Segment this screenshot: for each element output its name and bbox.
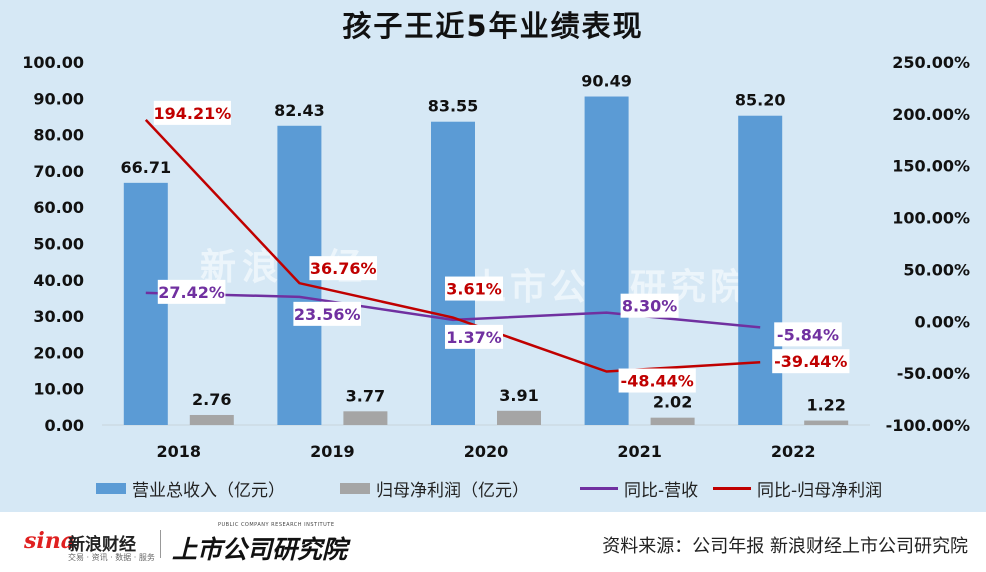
revenue-bar-label: 82.43 [274, 101, 325, 120]
profit-bar-label: 3.91 [499, 386, 538, 405]
legend-item-profit: 归母净利润（亿元） [340, 475, 529, 501]
profit-yoy-label-box [772, 349, 850, 374]
y-right-tick-label: 250.00% [892, 53, 970, 72]
profit-yoy-label: -48.44% [621, 372, 694, 391]
revenue-yoy-label: 23.56% [294, 305, 361, 324]
revenue-bar-label: 66.71 [120, 158, 171, 177]
revenue-yoy-label-box [157, 279, 226, 304]
profit-bar-label: 1.22 [806, 396, 845, 415]
profit-bar [650, 417, 695, 425]
logo-divider [160, 530, 161, 558]
profit-yoy-label: 194.21% [154, 104, 232, 123]
y-right-tick-label: -50.00% [897, 364, 970, 383]
chart-title-bar: 孩子王近5年业绩表现 [0, 0, 986, 48]
footer-bar: sina 新浪财经 交易 · 资讯 · 数据 · 服务 PUBLIC COMPA… [0, 512, 986, 572]
y-right-tick-label: 0.00% [914, 312, 970, 331]
revenue-yoy-label: 8.30% [622, 297, 678, 316]
legend-label-revenue: 营业总收入（亿元） [132, 480, 285, 501]
profit-bar [343, 411, 388, 425]
legend-item-revenue: 营业总收入（亿元） [96, 475, 285, 501]
x-tick-label: 2022 [771, 442, 816, 461]
legend-swatch-profit-yoy [713, 486, 751, 490]
chart-title: 孩子王近5年业绩表现 [342, 9, 644, 43]
y-left-tick-label: 0.00 [45, 416, 84, 435]
y-right-tick-label: 200.00% [892, 105, 970, 124]
y-left-tick-label: 50.00 [33, 235, 84, 254]
y-right-tick-label: 50.00% [903, 260, 970, 279]
sina-logo-mark: sina [24, 528, 75, 554]
source-note: 资料来源：公司年报 新浪财经上市公司研究院 [602, 536, 968, 557]
sina-logo-text: 新浪财经 [68, 535, 136, 555]
y-left-tick-label: 90.00 [33, 89, 84, 108]
revenue-bar-label: 90.49 [581, 72, 632, 91]
x-tick-label: 2021 [617, 442, 662, 461]
revenue-yoy-label-box [774, 322, 842, 347]
revenue-bar [738, 115, 783, 425]
revenue-yoy-label: 27.42% [158, 283, 225, 302]
profit-bar [189, 414, 234, 425]
legend-label-revenue-yoy: 同比-营收 [624, 480, 699, 501]
revenue-bar-label: 83.55 [428, 97, 479, 116]
x-tick-label: 2018 [157, 442, 202, 461]
research-institute-logo: PUBLIC COMPANY RESEARCH INSTITUTE 上市公司研究… [172, 522, 352, 566]
revenue-yoy-label-box [620, 293, 679, 318]
profit-yoy-label-box [309, 256, 377, 281]
revenue-yoy-label: 1.37% [446, 328, 502, 347]
chart-plot: 0.00 10.00 20.00 30.00 40.00 50.00 60.00 70.00 8… [22, 53, 970, 461]
legend-swatch-profit [340, 482, 370, 494]
y-left-tick-label: 70.00 [33, 162, 84, 181]
profit-bar-label: 3.77 [346, 386, 385, 405]
x-tick-label: 2020 [464, 442, 509, 461]
revenue-yoy-label: -5.84% [777, 325, 839, 344]
profit-yoy-label: 3.61% [446, 280, 502, 299]
y-left-tick-label: 60.00 [33, 198, 84, 217]
y-right-tick-label: -100.00% [886, 416, 970, 435]
legend-item-revenue-yoy: 同比-营收 [580, 475, 698, 501]
sina-finance-logo: sina 新浪财经 交易 · 资讯 · 数据 · 服务 [24, 526, 155, 562]
legend-swatch-revenue-yoy [580, 486, 618, 490]
profit-bar [497, 410, 541, 425]
revenue-bar [123, 182, 168, 425]
y-left-tick-label: 40.00 [33, 271, 84, 290]
legend-label-profit-yoy: 同比-归母净利润 [757, 480, 883, 501]
y-right-tick-label: 150.00% [892, 157, 970, 176]
revenue-yoy-label-box [293, 301, 361, 326]
chart-legend: 营业总收入（亿元） 归母净利润（亿元） 同比-营收 同比-归母净利润 [0, 475, 986, 501]
profit-yoy-label-box [445, 276, 503, 301]
legend-label-profit: 归母净利润（亿元） [376, 480, 529, 501]
profit-yoy-label: -39.44% [774, 352, 847, 371]
profit-yoy-line [144, 119, 761, 373]
revenue-yoy-label-box [445, 324, 503, 349]
profit-yoy-label-box [153, 100, 231, 125]
profit-bar-label: 2.02 [653, 393, 692, 412]
profit-bar-label: 2.76 [192, 390, 231, 409]
research-institute-logo-cn: 上市公司研究院 [172, 535, 348, 564]
profit-yoy-label: 36.76% [310, 259, 377, 278]
y-left-tick-label: 20.00 [33, 343, 84, 362]
y-left-tick-label: 10.00 [33, 380, 84, 399]
profit-yoy-label-box [618, 368, 696, 393]
y-left-tick-label: 30.00 [33, 307, 84, 326]
research-institute-logo-en: PUBLIC COMPANY RESEARCH INSTITUTE [218, 522, 335, 528]
y-left-tick-label: 80.00 [33, 126, 84, 145]
revenue-bar [431, 121, 475, 425]
x-tick-label: 2019 [310, 442, 355, 461]
profit-bar [804, 420, 849, 425]
y-right-tick-label: 100.00% [892, 209, 970, 228]
legend-item-profit-yoy: 同比-归母净利润 [713, 475, 882, 501]
revenue-bar-label: 85.20 [735, 91, 786, 110]
y-left-tick-label: 100.00 [22, 53, 84, 72]
sina-logo-subtitle: 交易 · 资讯 · 数据 · 服务 [68, 553, 155, 562]
legend-swatch-revenue [96, 482, 126, 494]
